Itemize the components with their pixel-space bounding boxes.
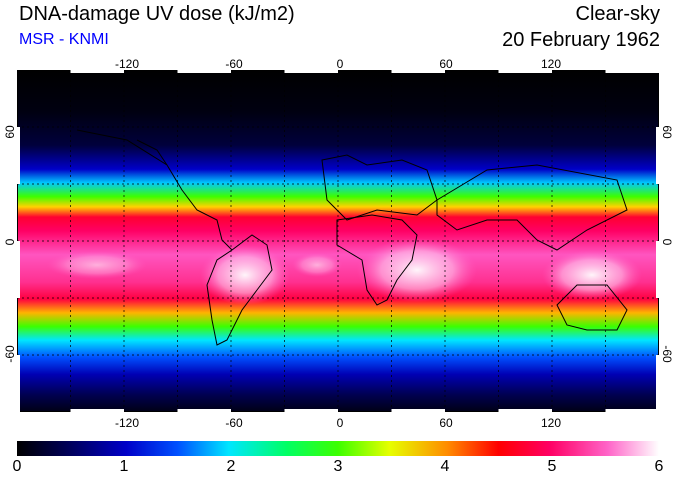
lon-tick-bottom: 0 [336, 416, 344, 430]
lon-tick-top: 120 [540, 57, 562, 71]
lon-tick-top: -120 [114, 57, 140, 71]
lat-tick-right: 60 [660, 125, 674, 139]
lon-tick-bottom: 60 [439, 416, 453, 430]
colorbar-label: 6 [654, 458, 664, 475]
lon-tick-bottom: 120 [540, 416, 562, 430]
colorbar-label: 5 [547, 458, 557, 475]
lon-tick-bottom: -60 [225, 416, 243, 430]
sky-condition-label: Clear-sky [575, 3, 660, 25]
lat-tick-left: 60 [3, 125, 17, 139]
colorbar [17, 441, 659, 456]
lon-tick-top: -60 [225, 57, 243, 71]
source-label: MSR - KNMI [19, 31, 109, 48]
lat-tick-left: 0 [3, 238, 17, 246]
lon-tick-top: 60 [439, 57, 453, 71]
colorbar-label: 2 [226, 458, 236, 475]
lat-tick-right: 0 [660, 238, 674, 246]
date-label: 20 February 1962 [502, 29, 660, 51]
lat-tick-left: -60 [3, 345, 17, 363]
colorbar-label: 0 [12, 458, 22, 475]
lat-tick-right: -60 [660, 345, 674, 363]
colorbar-label: 1 [119, 458, 129, 475]
colorbar-label: 3 [333, 458, 343, 475]
uv-dose-map [17, 70, 659, 412]
lon-tick-top: 0 [336, 57, 344, 71]
map-title: DNA-damage UV dose (kJ/m2) [19, 3, 295, 25]
lon-tick-bottom: -120 [114, 416, 140, 430]
colorbar-label: 4 [440, 458, 450, 475]
